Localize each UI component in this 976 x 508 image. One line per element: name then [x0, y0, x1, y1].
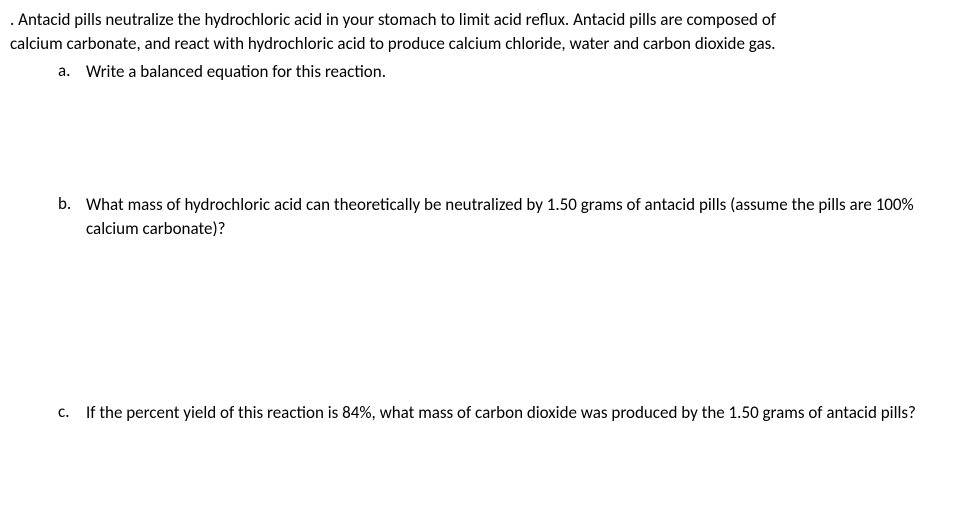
part-a: a. Write a balanced equation for this re… — [58, 60, 966, 84]
intro-line-2: calcium carbonate, and react with hydroc… — [10, 32, 966, 56]
part-b-label: b. — [58, 193, 86, 241]
part-c: c. If the percent yield of this reaction… — [58, 401, 966, 425]
part-c-label: c. — [58, 401, 86, 425]
question-intro: . Antacid pills neutralize the hydrochlo… — [10, 8, 966, 56]
part-b-text: What mass of hydrochloric acid can theor… — [86, 193, 966, 241]
part-a-text: Write a balanced equation for this react… — [86, 60, 386, 84]
part-a-label: a. — [58, 60, 86, 84]
part-b: b. What mass of hydrochloric acid can th… — [58, 193, 966, 241]
intro-line-1: . Antacid pills neutralize the hydrochlo… — [10, 8, 966, 32]
parts-container: a. Write a balanced equation for this re… — [10, 60, 966, 425]
part-c-text: If the percent yield of this reaction is… — [86, 401, 916, 425]
